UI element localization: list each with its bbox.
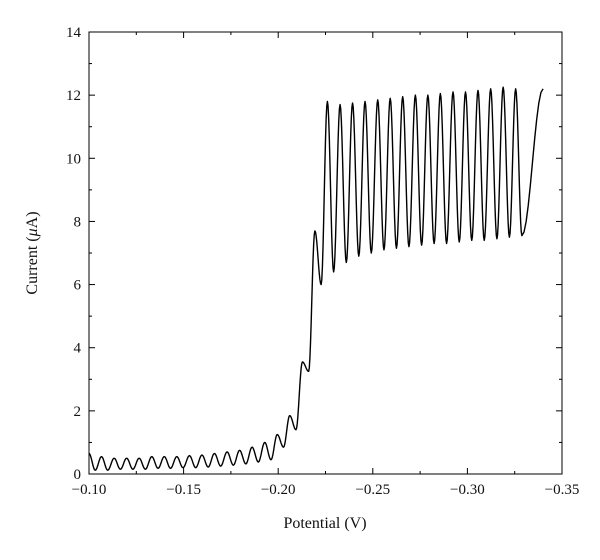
x-tick-label: −0.30	[450, 482, 485, 498]
x-axis-ticks	[88, 32, 563, 474]
y-tick-label: 0	[74, 467, 82, 483]
y-tick-label: 10	[66, 151, 81, 167]
x-tick-label: −0.35	[545, 482, 580, 498]
y-tick-label: 6	[74, 278, 82, 294]
y-tick-label: 4	[74, 341, 82, 357]
y-tick-label: 2	[74, 404, 82, 420]
y-axis-label: Current (μA)	[24, 211, 41, 294]
series-line	[88, 86, 544, 471]
x-tick-label: −0.25	[355, 482, 390, 498]
x-tick-label: −0.20	[261, 482, 296, 498]
x-tick-label: −0.15	[166, 482, 201, 498]
y-tick-label: 8	[74, 214, 82, 230]
x-axis-tick-labels: −0.10 −0.15 −0.20 −0.25 −0.30 −0.35	[72, 482, 580, 498]
x-tick-label: −0.10	[72, 482, 107, 498]
y-axis-tick-labels: 0 2 4 6 8 10 12 14	[66, 25, 82, 483]
x-axis-label: Potential (V)	[283, 515, 366, 532]
y-axis-ticks	[89, 31, 562, 475]
y-tick-label: 14	[66, 25, 82, 41]
y-tick-label: 12	[66, 88, 81, 104]
